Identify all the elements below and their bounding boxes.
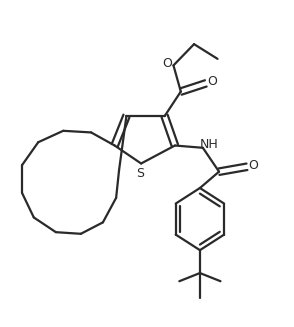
Text: S: S [136, 167, 144, 180]
Text: O: O [207, 75, 217, 88]
Text: O: O [162, 57, 172, 70]
Text: O: O [248, 159, 258, 172]
Text: NH: NH [200, 138, 219, 151]
